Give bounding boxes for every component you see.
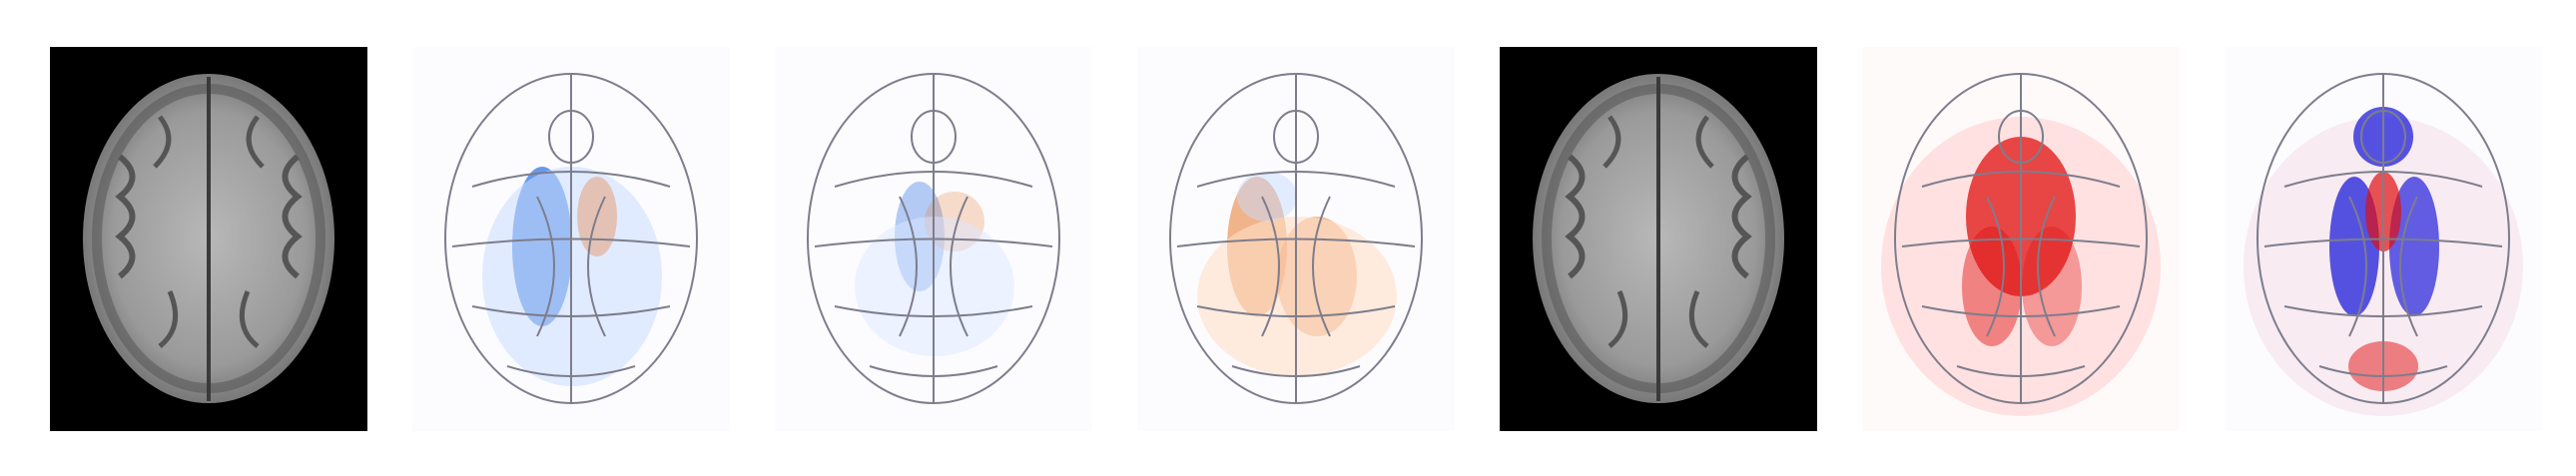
difference-map-panel-6 xyxy=(1862,47,2180,431)
mri-axial-slice-2 xyxy=(1500,47,1817,431)
difference-map-panel-4 xyxy=(1137,47,1455,431)
difference-map-panel-3 xyxy=(775,47,1092,431)
mri-axial-slice-1 xyxy=(50,47,367,431)
difference-map-panel-2 xyxy=(412,47,730,431)
difference-map-panel-7 xyxy=(2225,47,2542,431)
